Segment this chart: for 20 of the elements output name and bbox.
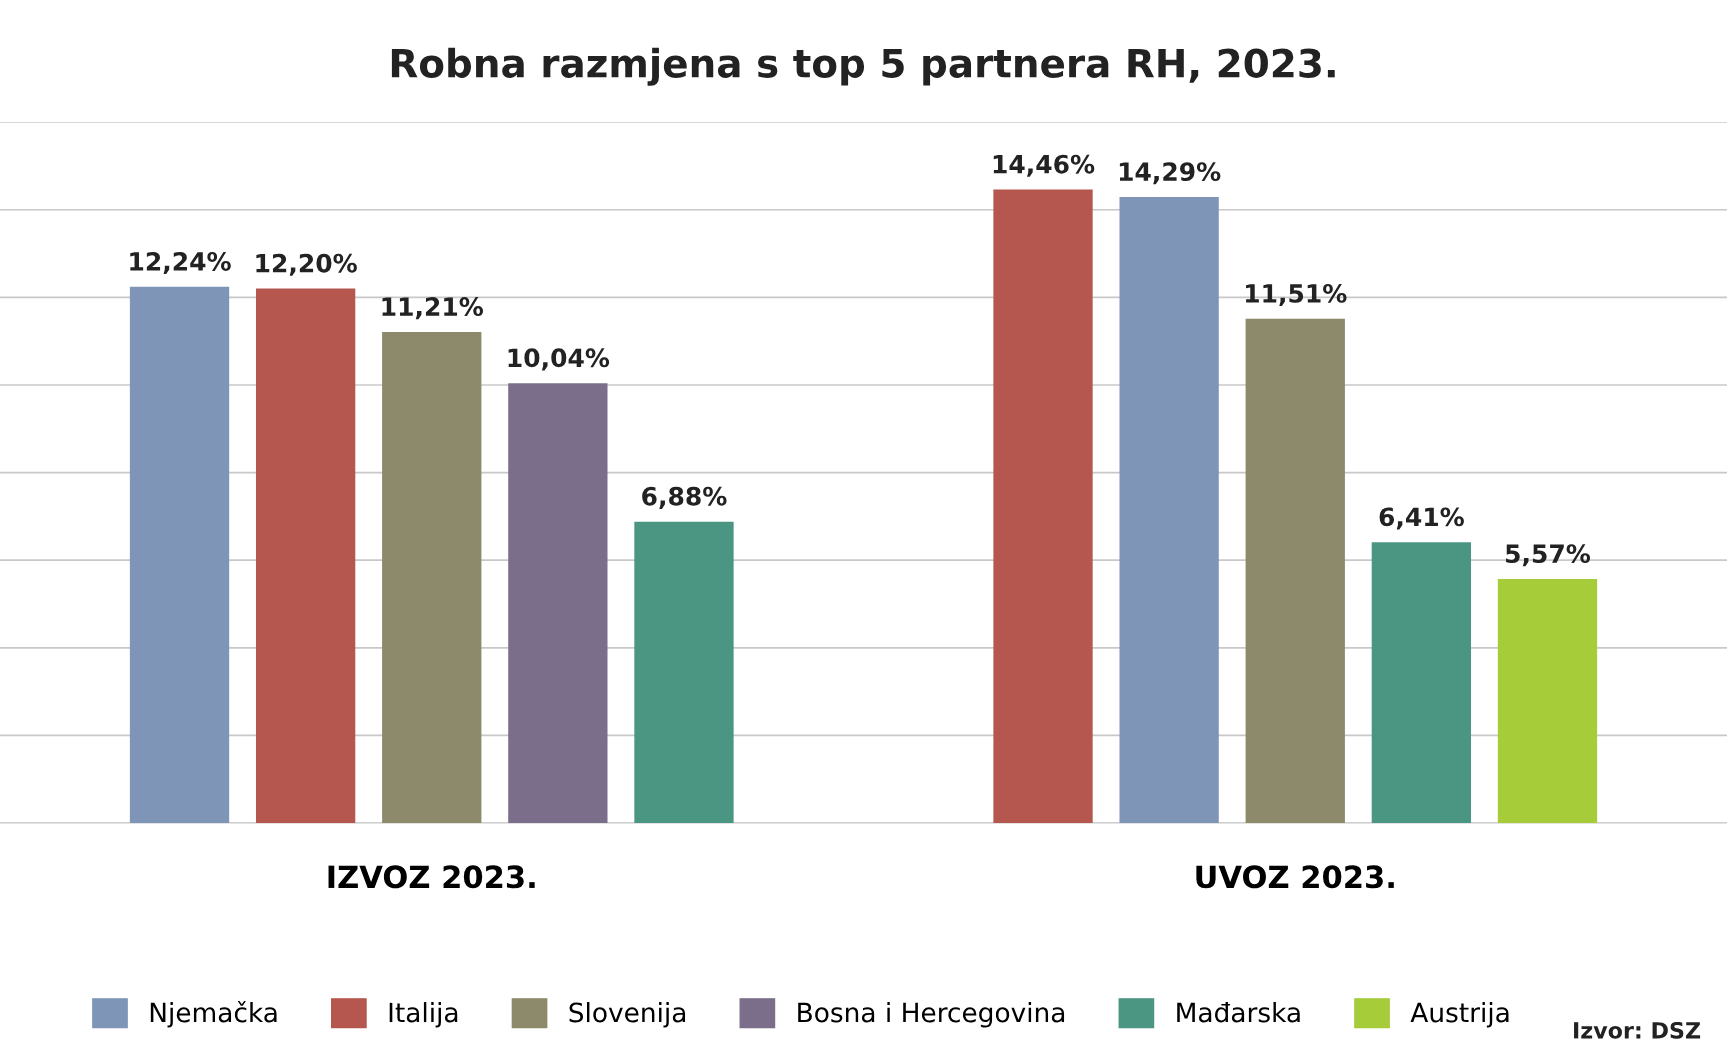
legend-label: Austrija bbox=[1410, 1002, 1509, 1028]
legend-label: Njemačka bbox=[150, 1000, 277, 1028]
legend-label: Italija bbox=[389, 1002, 458, 1028]
data-label: 11,51% bbox=[1246, 283, 1347, 307]
data-label: 6,88% bbox=[642, 486, 727, 509]
data-label: 5,57% bbox=[1506, 544, 1591, 567]
data-label: 10,04% bbox=[508, 348, 610, 371]
x-tick-label: IZVOZ 2023. bbox=[328, 865, 535, 889]
text: Izvor: DSZ bbox=[1574, 1021, 1701, 1039]
data-label: 12,20% bbox=[256, 253, 357, 276]
data-label: 11,21% bbox=[382, 297, 484, 320]
x-tick-label: UVOZ 2023. bbox=[1196, 865, 1394, 889]
legend-label: Mađarska bbox=[1177, 1002, 1300, 1023]
data-label: 14,46% bbox=[993, 154, 1095, 177]
data-label: 14,29% bbox=[1119, 162, 1221, 185]
data-label: 6,41% bbox=[1379, 507, 1464, 530]
legend-label: Bosna i Hercegovina bbox=[798, 1002, 1065, 1028]
legend-label: Slovenija bbox=[569, 1002, 686, 1028]
data-label: 12,24% bbox=[130, 251, 231, 275]
chart-title: Robna razmjena s top 5 partnera RH, 2023. bbox=[391, 47, 1335, 86]
